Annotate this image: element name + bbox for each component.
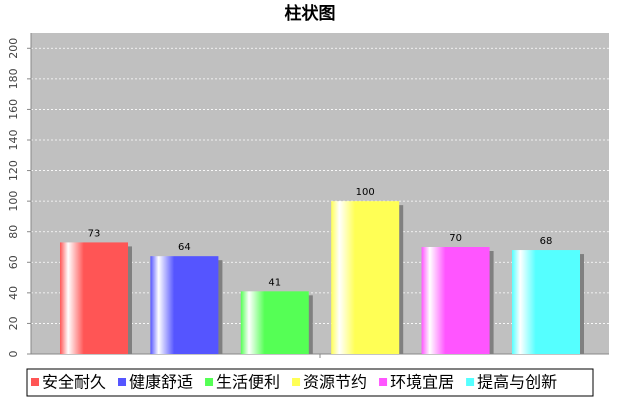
y-tick-label: 0 — [7, 351, 20, 358]
legend-swatch — [205, 378, 214, 386]
bar — [240, 291, 309, 354]
bar — [331, 201, 400, 354]
legend-label: 环境宜居 — [390, 373, 454, 392]
y-tick-label: 160 — [7, 99, 20, 120]
value-label: 73 — [88, 228, 101, 239]
bar — [421, 247, 490, 354]
bar — [512, 250, 580, 354]
y-tick-label: 180 — [7, 68, 20, 89]
y-tick-label: 100 — [7, 191, 20, 212]
bar — [60, 242, 128, 354]
legend-swatch — [31, 378, 39, 386]
legend-label: 提高与创新 — [477, 373, 557, 392]
legend-label: 安全耐久 — [42, 373, 106, 392]
value-label: 70 — [449, 233, 462, 244]
legend-swatch — [118, 378, 127, 386]
legend-label: 资源节约 — [303, 373, 367, 392]
legend-label: 健康舒适 — [129, 373, 193, 392]
value-label: 41 — [268, 277, 281, 288]
chart-title: 柱状图 — [285, 3, 336, 24]
legend-label: 生活便利 — [216, 373, 280, 392]
y-tick-label: 200 — [7, 38, 20, 59]
y-tick-label: 120 — [7, 160, 20, 181]
legend-swatch — [379, 378, 388, 386]
value-label: 64 — [178, 242, 191, 253]
value-label: 68 — [540, 236, 553, 247]
y-tick-label: 40 — [7, 286, 20, 300]
y-tick-label: 20 — [7, 316, 20, 330]
bar — [150, 256, 219, 354]
y-tick-label: 80 — [7, 225, 20, 239]
y-tick-label: 60 — [7, 255, 20, 269]
y-tick-label: 140 — [7, 130, 20, 151]
legend-swatch — [292, 378, 301, 386]
legend-swatch — [466, 378, 475, 386]
value-label: 100 — [356, 187, 375, 198]
